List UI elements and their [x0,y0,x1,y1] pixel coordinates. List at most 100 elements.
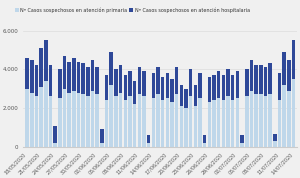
Bar [273,134,277,141]
Bar [137,95,141,147]
Bar [152,73,155,98]
Bar [49,96,52,147]
Bar [292,79,295,147]
Bar [217,98,220,147]
Bar [166,98,169,147]
Bar [180,106,183,147]
Bar [166,73,169,98]
Bar [226,69,230,96]
Bar [68,62,71,93]
Bar [72,58,76,91]
Bar [189,96,192,147]
Bar [53,125,57,143]
Bar [245,96,248,147]
Bar [63,89,66,147]
Bar [222,75,225,100]
Bar [203,143,206,147]
Bar [100,129,103,143]
Bar [35,65,38,96]
Bar [194,106,197,147]
Bar [282,52,286,85]
Bar [105,100,108,147]
Bar [58,98,62,147]
Bar [212,100,216,147]
Bar [147,143,150,147]
Bar [26,58,29,89]
Bar [198,73,202,98]
Bar [170,79,174,102]
Bar [44,81,48,147]
Bar [222,100,225,147]
Bar [189,69,192,96]
Bar [105,75,108,100]
Bar [240,143,244,147]
Bar [180,85,183,106]
Bar [119,93,122,147]
Bar [49,65,52,96]
Bar [264,67,267,96]
Bar [95,95,99,147]
Bar [259,65,262,95]
Bar [30,93,34,147]
Bar [53,143,57,147]
Bar [217,71,220,98]
Bar [264,96,267,147]
Bar [175,95,178,147]
Bar [128,96,132,147]
Bar [124,100,127,147]
Bar [119,65,122,93]
Bar [292,40,295,79]
Bar [184,108,188,147]
Bar [142,96,146,147]
Bar [137,67,141,95]
Bar [236,98,239,147]
Bar [161,77,164,100]
Bar [268,95,272,147]
Bar [100,143,103,147]
Bar [194,85,197,106]
Bar [240,135,244,143]
Bar [95,67,99,95]
Bar [278,73,281,100]
Bar [68,93,71,147]
Bar [254,95,258,147]
Bar [287,91,291,147]
Bar [91,91,94,147]
Bar [175,67,178,95]
Bar [77,93,80,147]
Bar [236,71,239,98]
Bar [278,100,281,147]
Bar [133,104,136,147]
Bar [81,95,85,147]
Bar [161,100,164,147]
Bar [231,75,235,100]
Bar [208,102,211,147]
Bar [124,75,127,100]
Bar [208,77,211,102]
Bar [212,75,216,100]
Bar [287,60,291,91]
Bar [142,71,146,96]
Bar [268,64,272,95]
Bar [128,71,132,96]
Bar [156,95,160,147]
Bar [245,69,248,96]
Bar [152,98,155,147]
Bar [226,96,230,147]
Bar [39,48,43,87]
Bar [254,65,258,95]
Bar [114,96,118,147]
Bar [203,135,206,143]
Bar [231,100,235,147]
Bar [198,98,202,147]
Bar [282,85,286,147]
Bar [156,67,160,95]
Bar [26,89,29,147]
Bar [147,135,150,143]
Bar [184,89,188,108]
Bar [133,81,136,104]
Bar [35,96,38,147]
Bar [44,40,48,81]
Bar [110,85,113,147]
Bar [39,87,43,147]
